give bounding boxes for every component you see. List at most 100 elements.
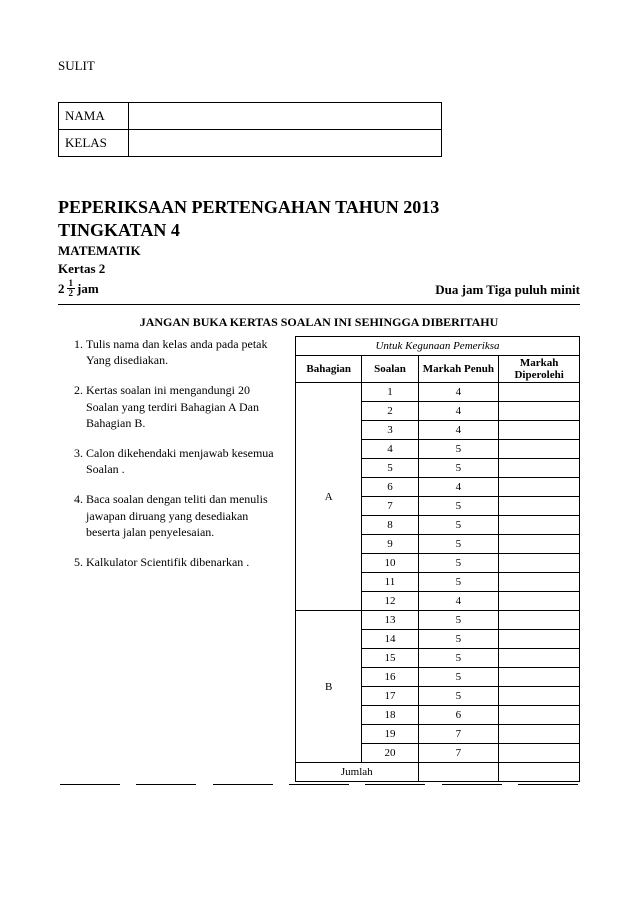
total-full-marks-cell bbox=[418, 763, 499, 782]
section-label-cell: A bbox=[296, 383, 362, 611]
name-class-table: NAMA KELAS bbox=[58, 102, 442, 157]
question-number-cell: 13 bbox=[362, 611, 418, 630]
instruction-item: Calon dikehendaki menjawab kesemua Soala… bbox=[86, 445, 283, 477]
class-label: KELAS bbox=[59, 130, 129, 157]
do-not-open-warning: JANGAN BUKA KERTAS SOALAN INI SEHINGGA D… bbox=[58, 315, 580, 330]
instruction-item: Kalkulator Scientifik dibenarkan . bbox=[86, 554, 283, 570]
obtained-marks-cell bbox=[499, 497, 580, 516]
full-marks-cell: 4 bbox=[418, 478, 499, 497]
question-number-cell: 7 bbox=[362, 497, 418, 516]
obtained-marks-cell bbox=[499, 668, 580, 687]
full-marks-cell: 5 bbox=[418, 611, 499, 630]
question-number-cell: 8 bbox=[362, 516, 418, 535]
question-number-cell: 11 bbox=[362, 573, 418, 592]
question-number-cell: 10 bbox=[362, 554, 418, 573]
exam-title-line2: TINGKATAN 4 bbox=[58, 220, 580, 241]
table-row: B135 bbox=[296, 611, 580, 630]
obtained-marks-cell bbox=[499, 630, 580, 649]
full-marks-cell: 4 bbox=[418, 383, 499, 402]
classification-label: SULIT bbox=[58, 58, 580, 74]
question-number-cell: 20 bbox=[362, 744, 418, 763]
col-header-markah-penuh: Markah Penuh bbox=[418, 356, 499, 383]
question-number-cell: 5 bbox=[362, 459, 418, 478]
duration-denominator: 2 bbox=[67, 289, 76, 298]
full-marks-cell: 4 bbox=[418, 592, 499, 611]
full-marks-cell: 6 bbox=[418, 706, 499, 725]
question-number-cell: 15 bbox=[362, 649, 418, 668]
duration-row: 2 1 2 jam Dua jam Tiga puluh minit bbox=[58, 279, 580, 298]
obtained-marks-cell bbox=[499, 649, 580, 668]
instructions-column: Tulis nama dan kelas anda pada petak Yan… bbox=[58, 336, 283, 584]
content-columns: Tulis nama dan kelas anda pada petak Yan… bbox=[58, 336, 580, 782]
obtained-marks-cell bbox=[499, 516, 580, 535]
question-number-cell: 3 bbox=[362, 421, 418, 440]
duration-whole: 2 bbox=[58, 281, 65, 297]
full-marks-cell: 4 bbox=[418, 402, 499, 421]
instruction-item: Kertas soalan ini mengandungi 20 Soalan … bbox=[86, 382, 283, 431]
full-marks-cell: 5 bbox=[418, 459, 499, 478]
obtained-marks-cell bbox=[499, 611, 580, 630]
full-marks-cell: 5 bbox=[418, 554, 499, 573]
question-number-cell: 19 bbox=[362, 725, 418, 744]
question-number-cell: 12 bbox=[362, 592, 418, 611]
question-number-cell: 14 bbox=[362, 630, 418, 649]
instructions-list: Tulis nama dan kelas anda pada petak Yan… bbox=[58, 336, 283, 570]
obtained-marks-cell bbox=[499, 478, 580, 497]
obtained-marks-cell bbox=[499, 706, 580, 725]
full-marks-cell: 5 bbox=[418, 649, 499, 668]
full-marks-cell: 7 bbox=[418, 725, 499, 744]
instruction-item: Baca soalan dengan teliti dan menulis ja… bbox=[86, 491, 283, 540]
bottom-dash-row bbox=[58, 784, 580, 785]
question-number-cell: 4 bbox=[362, 440, 418, 459]
full-marks-cell: 5 bbox=[418, 535, 499, 554]
section-label-cell: B bbox=[296, 611, 362, 763]
col-header-markah-diperolehi: Markah Diperolehi bbox=[499, 356, 580, 383]
obtained-marks-cell bbox=[499, 744, 580, 763]
duration-fraction: 1 2 bbox=[67, 279, 76, 298]
marks-column: Untuk Kegunaan Pemeriksa Bahagian Soalan… bbox=[295, 336, 580, 782]
question-number-cell: 17 bbox=[362, 687, 418, 706]
duration-words: Dua jam Tiga puluh minit bbox=[435, 282, 580, 298]
class-field bbox=[129, 130, 442, 157]
total-label-cell: Jumlah bbox=[296, 763, 419, 782]
full-marks-cell: 5 bbox=[418, 668, 499, 687]
obtained-marks-cell bbox=[499, 725, 580, 744]
obtained-marks-cell bbox=[499, 421, 580, 440]
subject-label: MATEMATIK bbox=[58, 243, 580, 259]
total-obtained-marks-cell bbox=[499, 763, 580, 782]
full-marks-cell: 5 bbox=[418, 440, 499, 459]
duration-numeric: 2 1 2 jam bbox=[58, 279, 99, 298]
exam-title-line1: PEPERIKSAAN PERTENGAHAN TAHUN 2013 bbox=[58, 197, 580, 218]
col-header-bahagian: Bahagian bbox=[296, 356, 362, 383]
obtained-marks-cell bbox=[499, 383, 580, 402]
instruction-item: Tulis nama dan kelas anda pada petak Yan… bbox=[86, 336, 283, 368]
examiner-marks-table: Untuk Kegunaan Pemeriksa Bahagian Soalan… bbox=[295, 336, 580, 782]
question-number-cell: 2 bbox=[362, 402, 418, 421]
exam-cover-page: SULIT NAMA KELAS PEPERIKSAAN PERTENGAHAN… bbox=[0, 0, 638, 903]
obtained-marks-cell bbox=[499, 554, 580, 573]
full-marks-cell: 5 bbox=[418, 497, 499, 516]
col-header-soalan: Soalan bbox=[362, 356, 418, 383]
obtained-marks-cell bbox=[499, 687, 580, 706]
duration-unit: jam bbox=[77, 281, 99, 297]
question-number-cell: 1 bbox=[362, 383, 418, 402]
name-label: NAMA bbox=[59, 103, 129, 130]
table-row: A14 bbox=[296, 383, 580, 402]
question-number-cell: 9 bbox=[362, 535, 418, 554]
full-marks-cell: 7 bbox=[418, 744, 499, 763]
total-row: Jumlah bbox=[296, 763, 580, 782]
name-field bbox=[129, 103, 442, 130]
question-number-cell: 16 bbox=[362, 668, 418, 687]
obtained-marks-cell bbox=[499, 440, 580, 459]
obtained-marks-cell bbox=[499, 402, 580, 421]
full-marks-cell: 5 bbox=[418, 630, 499, 649]
question-number-cell: 18 bbox=[362, 706, 418, 725]
full-marks-cell: 5 bbox=[418, 516, 499, 535]
horizontal-rule bbox=[58, 304, 580, 305]
obtained-marks-cell bbox=[499, 573, 580, 592]
obtained-marks-cell bbox=[499, 459, 580, 478]
marks-table-title: Untuk Kegunaan Pemeriksa bbox=[296, 337, 580, 356]
paper-label: Kertas 2 bbox=[58, 261, 580, 277]
full-marks-cell: 5 bbox=[418, 687, 499, 706]
obtained-marks-cell bbox=[499, 592, 580, 611]
